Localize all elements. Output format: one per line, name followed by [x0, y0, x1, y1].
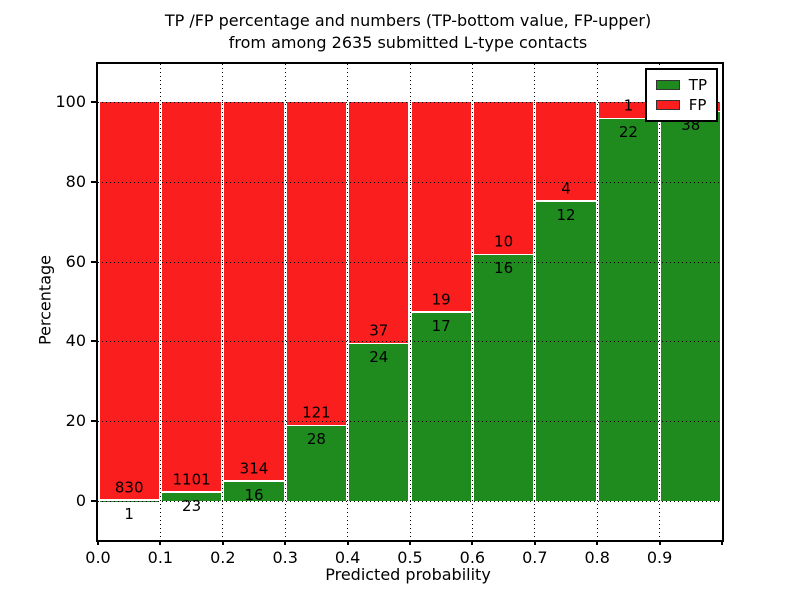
- y-tick-mark: [91, 260, 96, 263]
- bar-segment-fp: [536, 102, 596, 201]
- x-tick-label: 0.0: [85, 548, 111, 567]
- chart-title-line2: from among 2635 submitted L-type contact…: [228, 33, 588, 52]
- bar-segment-tp: [598, 119, 659, 501]
- bar-segment-tp: [161, 492, 222, 501]
- y-tick-label: 100: [55, 92, 86, 111]
- x-tick-label: 0.6: [459, 548, 486, 567]
- y-tick-label: 80: [65, 171, 86, 191]
- x-tick-mark: [658, 540, 661, 545]
- fp-count-label: 314: [239, 459, 269, 478]
- x-tick-mark: [346, 540, 349, 545]
- x-tick-mark: [221, 540, 224, 545]
- tp-count-label: 1: [124, 504, 134, 523]
- x-tick-label: 0.8: [584, 548, 610, 567]
- x-tick-mark: [596, 540, 599, 545]
- bar-segment-fp: [99, 102, 159, 500]
- fp-legend-label: FP: [688, 96, 707, 114]
- fp-count-label: 10: [494, 232, 514, 251]
- x-tick-label: 0.7: [522, 548, 548, 567]
- x-tick-mark: [159, 540, 162, 545]
- bar-segment-tp: [473, 255, 534, 501]
- gridline-vertical: [347, 64, 349, 540]
- gridline-vertical: [409, 64, 411, 540]
- bar-segment-tp: [224, 481, 284, 501]
- gridline-vertical: [596, 64, 598, 540]
- fp-count-label: 4: [561, 179, 571, 198]
- x-tick-mark: [409, 540, 411, 545]
- bar-segment-fp: [473, 102, 534, 254]
- legend-row-tp: TP: [655, 75, 707, 95]
- bar-segment-fp: [161, 102, 222, 492]
- x-axis-label: Predicted probability: [325, 565, 491, 584]
- bar-segment-fp: [598, 102, 659, 118]
- x-tick-mark: [533, 540, 536, 545]
- x-tick-label: 0.9: [646, 548, 673, 567]
- legend-row-fp: FP: [655, 95, 707, 115]
- x-tick-mark: [284, 540, 287, 545]
- gridline-horizontal: [98, 102, 722, 103]
- y-tick-label: 0: [75, 491, 86, 510]
- gridline-vertical: [659, 64, 661, 540]
- fp-count-label: 1: [623, 96, 634, 115]
- bar-segment-tp: [536, 201, 596, 501]
- gridline-vertical: [159, 64, 161, 540]
- bar-segment-tp: [661, 112, 721, 501]
- gridline-horizontal: [98, 341, 722, 343]
- gridline-vertical: [222, 64, 224, 540]
- tp-count-label: 17: [431, 316, 451, 335]
- fp-count-label: 121: [302, 403, 331, 422]
- gridline-horizontal: [98, 501, 722, 502]
- gridline-horizontal: [98, 261, 722, 263]
- fp-legend-swatch: [655, 100, 680, 110]
- bar-segment-tp: [286, 426, 347, 501]
- tp-legend-label: TP: [688, 76, 707, 94]
- y-tick-mark: [91, 420, 96, 423]
- tp-legend-swatch: [655, 80, 680, 90]
- x-tick-label: 0.2: [210, 548, 236, 567]
- bar-segment-fp: [286, 102, 347, 425]
- tp-count-label: 28: [306, 430, 326, 449]
- bar-segment-tp: [411, 312, 471, 501]
- bar-segment-fp: [224, 102, 284, 481]
- gridline-horizontal: [98, 181, 722, 183]
- gridline-vertical: [471, 64, 473, 540]
- x-tick-label: 0.4: [334, 548, 361, 567]
- y-tick-mark: [91, 500, 96, 502]
- y-tick-label: 40: [65, 331, 86, 351]
- fp-count-label: 1101: [172, 470, 211, 489]
- plot-area: TP FP 0 20 40 60 80 100 830 1 1101 23 314 16 121 28 37 2…: [55, 62, 724, 567]
- tp-count-label: 12: [556, 205, 576, 224]
- tp-count-label: 16: [494, 259, 514, 278]
- fp-count-label: 830: [114, 478, 144, 497]
- tp-count-label: 24: [369, 348, 389, 367]
- x-tick-mark: [97, 540, 99, 545]
- y-tick-label: 20: [65, 411, 86, 431]
- x-tick-label: 0.3: [272, 548, 298, 567]
- y-tick-mark: [91, 101, 96, 103]
- tp-count-label: 22: [618, 123, 638, 142]
- bar-segment-fp: [349, 102, 409, 343]
- x-tick-mark: [471, 540, 474, 545]
- fp-count-label: 37: [369, 321, 389, 340]
- tp-count-label: 23: [182, 496, 202, 515]
- bar-segment-tp: [349, 344, 409, 501]
- x-tick-mark: [721, 540, 723, 545]
- legend: TP FP: [644, 68, 718, 122]
- y-tick-label: 60: [65, 251, 86, 271]
- y-tick-mark: [91, 180, 96, 183]
- bar-segment-fp: [411, 102, 471, 312]
- tp-count-label: 16: [244, 485, 264, 504]
- x-tick-label: 0.5: [397, 548, 423, 567]
- fp-count-label: 19: [431, 290, 451, 309]
- gridline-horizontal: [98, 421, 722, 423]
- gridline-vertical: [534, 64, 536, 540]
- chart-title-line1: TP /FP percentage and numbers (TP-bottom…: [164, 11, 652, 30]
- gridline-vertical: [284, 64, 286, 540]
- x-tick-label: 0.1: [147, 548, 174, 567]
- y-tick-mark: [91, 340, 96, 343]
